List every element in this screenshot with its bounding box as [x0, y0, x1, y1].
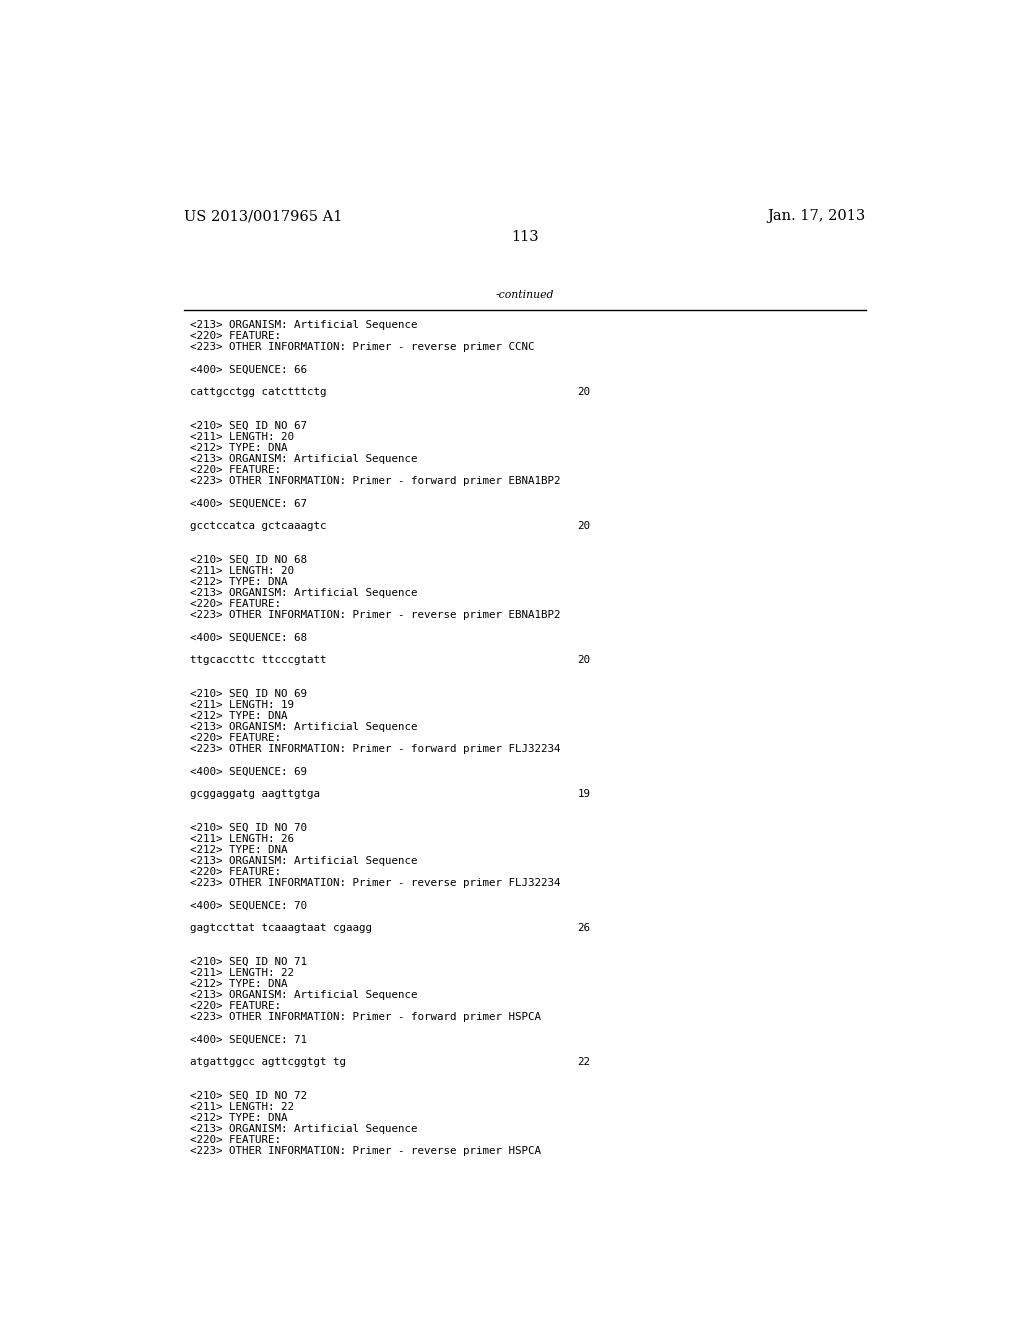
Text: <220> FEATURE:: <220> FEATURE:	[190, 331, 281, 342]
Text: <220> FEATURE:: <220> FEATURE:	[190, 733, 281, 743]
Text: gcggaggatg aagttgtga: gcggaggatg aagttgtga	[190, 789, 319, 799]
Text: <213> ORGANISM: Artificial Sequence: <213> ORGANISM: Artificial Sequence	[190, 1125, 418, 1134]
Text: <210> SEQ ID NO 69: <210> SEQ ID NO 69	[190, 689, 307, 698]
Text: 22: 22	[578, 1057, 591, 1067]
Text: 26: 26	[578, 923, 591, 933]
Text: <220> FEATURE:: <220> FEATURE:	[190, 599, 281, 610]
Text: <213> ORGANISM: Artificial Sequence: <213> ORGANISM: Artificial Sequence	[190, 321, 418, 330]
Text: 20: 20	[578, 655, 591, 665]
Text: <211> LENGTH: 22: <211> LENGTH: 22	[190, 1102, 294, 1111]
Text: US 2013/0017965 A1: US 2013/0017965 A1	[183, 209, 342, 223]
Text: <212> TYPE: DNA: <212> TYPE: DNA	[190, 444, 288, 453]
Text: <213> ORGANISM: Artificial Sequence: <213> ORGANISM: Artificial Sequence	[190, 589, 418, 598]
Text: <213> ORGANISM: Artificial Sequence: <213> ORGANISM: Artificial Sequence	[190, 454, 418, 465]
Text: <212> TYPE: DNA: <212> TYPE: DNA	[190, 845, 288, 855]
Text: <213> ORGANISM: Artificial Sequence: <213> ORGANISM: Artificial Sequence	[190, 857, 418, 866]
Text: <212> TYPE: DNA: <212> TYPE: DNA	[190, 577, 288, 587]
Text: <213> ORGANISM: Artificial Sequence: <213> ORGANISM: Artificial Sequence	[190, 722, 418, 733]
Text: <210> SEQ ID NO 67: <210> SEQ ID NO 67	[190, 421, 307, 430]
Text: <220> FEATURE:: <220> FEATURE:	[190, 1001, 281, 1011]
Text: gcctccatca gctcaaagtc: gcctccatca gctcaaagtc	[190, 521, 327, 531]
Text: <223> OTHER INFORMATION: Primer - reverse primer CCNC: <223> OTHER INFORMATION: Primer - revers…	[190, 342, 535, 352]
Text: <400> SEQUENCE: 66: <400> SEQUENCE: 66	[190, 364, 307, 375]
Text: <223> OTHER INFORMATION: Primer - reverse primer HSPCA: <223> OTHER INFORMATION: Primer - revers…	[190, 1146, 541, 1156]
Text: <210> SEQ ID NO 72: <210> SEQ ID NO 72	[190, 1090, 307, 1101]
Text: <223> OTHER INFORMATION: Primer - forward primer FLJ32234: <223> OTHER INFORMATION: Primer - forwar…	[190, 744, 560, 754]
Text: <212> TYPE: DNA: <212> TYPE: DNA	[190, 979, 288, 989]
Text: <210> SEQ ID NO 68: <210> SEQ ID NO 68	[190, 554, 307, 565]
Text: <210> SEQ ID NO 71: <210> SEQ ID NO 71	[190, 957, 307, 966]
Text: gagtccttat tcaaagtaat cgaagg: gagtccttat tcaaagtaat cgaagg	[190, 923, 372, 933]
Text: <400> SEQUENCE: 69: <400> SEQUENCE: 69	[190, 767, 307, 776]
Text: <212> TYPE: DNA: <212> TYPE: DNA	[190, 711, 288, 721]
Text: <400> SEQUENCE: 71: <400> SEQUENCE: 71	[190, 1035, 307, 1044]
Text: ttgcaccttc ttcccgtatt: ttgcaccttc ttcccgtatt	[190, 655, 327, 665]
Text: -continued: -continued	[496, 290, 554, 301]
Text: <211> LENGTH: 19: <211> LENGTH: 19	[190, 700, 294, 710]
Text: <220> FEATURE:: <220> FEATURE:	[190, 1135, 281, 1146]
Text: <400> SEQUENCE: 70: <400> SEQUENCE: 70	[190, 900, 307, 911]
Text: <210> SEQ ID NO 70: <210> SEQ ID NO 70	[190, 822, 307, 833]
Text: 20: 20	[578, 387, 591, 397]
Text: cattgcctgg catctttctg: cattgcctgg catctttctg	[190, 387, 327, 397]
Text: 113: 113	[511, 230, 539, 244]
Text: <211> LENGTH: 22: <211> LENGTH: 22	[190, 968, 294, 978]
Text: <213> ORGANISM: Artificial Sequence: <213> ORGANISM: Artificial Sequence	[190, 990, 418, 1001]
Text: 20: 20	[578, 521, 591, 531]
Text: <211> LENGTH: 20: <211> LENGTH: 20	[190, 432, 294, 442]
Text: <400> SEQUENCE: 68: <400> SEQUENCE: 68	[190, 632, 307, 643]
Text: atgattggcc agttcggtgt tg: atgattggcc agttcggtgt tg	[190, 1057, 346, 1067]
Text: <223> OTHER INFORMATION: Primer - reverse primer FLJ32234: <223> OTHER INFORMATION: Primer - revers…	[190, 878, 560, 888]
Text: <223> OTHER INFORMATION: Primer - reverse primer EBNA1BP2: <223> OTHER INFORMATION: Primer - revers…	[190, 610, 560, 620]
Text: <400> SEQUENCE: 67: <400> SEQUENCE: 67	[190, 499, 307, 508]
Text: <223> OTHER INFORMATION: Primer - forward primer HSPCA: <223> OTHER INFORMATION: Primer - forwar…	[190, 1012, 541, 1022]
Text: Jan. 17, 2013: Jan. 17, 2013	[768, 209, 866, 223]
Text: <223> OTHER INFORMATION: Primer - forward primer EBNA1BP2: <223> OTHER INFORMATION: Primer - forwar…	[190, 477, 560, 486]
Text: <220> FEATURE:: <220> FEATURE:	[190, 465, 281, 475]
Text: <212> TYPE: DNA: <212> TYPE: DNA	[190, 1113, 288, 1123]
Text: <211> LENGTH: 26: <211> LENGTH: 26	[190, 834, 294, 843]
Text: 19: 19	[578, 789, 591, 799]
Text: <211> LENGTH: 20: <211> LENGTH: 20	[190, 566, 294, 576]
Text: <220> FEATURE:: <220> FEATURE:	[190, 867, 281, 878]
